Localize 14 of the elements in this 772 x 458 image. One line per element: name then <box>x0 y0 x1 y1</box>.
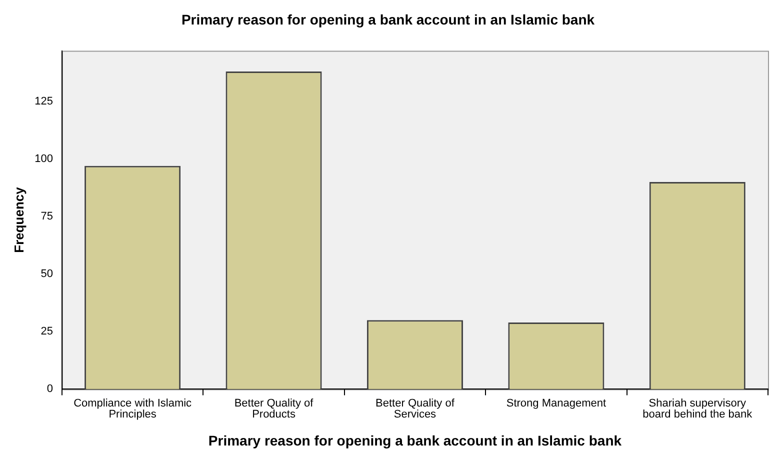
y-tick-label: 75 <box>40 210 53 223</box>
y-tick-label: 125 <box>34 95 53 108</box>
y-tick-label: 0 <box>46 383 53 396</box>
x-tick-label: Better Quality of Services <box>376 398 456 421</box>
x-tick-label: Shariah supervisory board behind the bank <box>642 398 753 421</box>
x-axis-title: Primary reason for opening a bank account in an Islamic bank <box>208 432 622 448</box>
y-tick-label: 50 <box>40 268 53 280</box>
y-tick-label: 25 <box>40 326 53 338</box>
y-axis-title: Frequency <box>11 186 26 253</box>
x-tick-label: Compliance with Islamic Principles <box>74 398 192 421</box>
y-tick-label: 100 <box>34 153 53 166</box>
x-tick-label: Better Quality of Products <box>234 398 314 421</box>
x-tick-label: Strong Management <box>506 398 606 410</box>
chart-title: Primary reason for opening a bank account in an Islamic bank <box>181 11 595 28</box>
